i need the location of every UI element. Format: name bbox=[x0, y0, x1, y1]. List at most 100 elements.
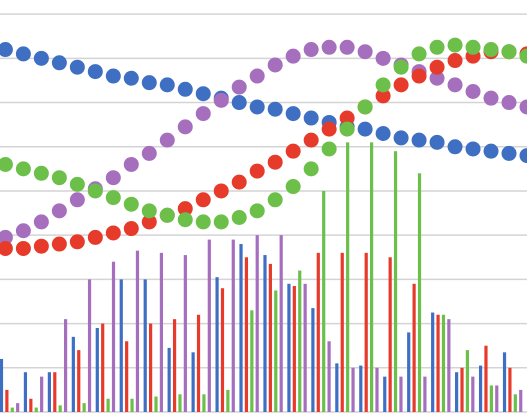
line-point bbox=[105, 170, 121, 186]
bar bbox=[215, 277, 219, 412]
bar bbox=[226, 389, 230, 412]
line-point bbox=[267, 154, 283, 170]
bar bbox=[101, 323, 105, 412]
bar bbox=[441, 314, 446, 412]
line-point bbox=[339, 39, 355, 55]
line-point bbox=[177, 119, 193, 135]
bar bbox=[82, 403, 86, 412]
line-point bbox=[105, 225, 121, 241]
bar bbox=[508, 367, 512, 412]
line-point bbox=[0, 156, 13, 172]
line-point bbox=[231, 174, 247, 190]
line-point bbox=[141, 145, 157, 161]
bar bbox=[417, 173, 422, 412]
bar bbox=[154, 396, 158, 412]
line-point bbox=[519, 148, 527, 164]
line-point bbox=[213, 92, 229, 108]
bar bbox=[298, 270, 302, 412]
bar bbox=[412, 283, 416, 412]
bar bbox=[53, 372, 57, 412]
bar bbox=[364, 252, 368, 412]
line-point bbox=[483, 42, 499, 58]
bar bbox=[95, 328, 99, 412]
line-point bbox=[51, 55, 67, 71]
bar bbox=[5, 389, 9, 412]
line-point bbox=[15, 161, 31, 177]
bar bbox=[346, 142, 350, 412]
line-point bbox=[321, 141, 337, 157]
line-point bbox=[357, 121, 373, 137]
line-point bbox=[393, 77, 409, 93]
line-point bbox=[465, 39, 481, 55]
line-point bbox=[429, 39, 445, 55]
line-point bbox=[519, 99, 527, 115]
bar bbox=[375, 367, 379, 412]
bar bbox=[311, 308, 315, 412]
bar bbox=[423, 376, 427, 412]
bar bbox=[393, 151, 398, 412]
line-point bbox=[339, 110, 355, 126]
line-point bbox=[321, 121, 337, 137]
bar bbox=[478, 365, 483, 412]
bar bbox=[231, 239, 235, 412]
line-point bbox=[285, 179, 301, 195]
line-point bbox=[51, 203, 67, 219]
bar bbox=[143, 279, 147, 412]
bar bbox=[202, 394, 206, 412]
line-point bbox=[357, 44, 373, 60]
bar bbox=[263, 255, 267, 412]
bar bbox=[502, 352, 507, 412]
line-point bbox=[375, 50, 391, 66]
bar bbox=[340, 252, 344, 412]
line-point bbox=[447, 77, 463, 93]
line-point bbox=[285, 48, 301, 64]
line-point bbox=[159, 77, 175, 93]
line-point bbox=[375, 77, 391, 93]
bar bbox=[149, 323, 153, 412]
line-point bbox=[501, 95, 517, 111]
bar bbox=[335, 363, 339, 412]
line-point bbox=[69, 176, 85, 192]
line-point bbox=[339, 121, 355, 137]
line-point bbox=[177, 212, 193, 228]
bar bbox=[316, 252, 320, 412]
bar bbox=[23, 372, 28, 412]
bar bbox=[40, 376, 44, 412]
line-point bbox=[519, 48, 527, 64]
bar bbox=[399, 376, 403, 412]
line-point bbox=[159, 207, 175, 223]
line-point bbox=[447, 53, 463, 69]
line-point bbox=[483, 143, 499, 159]
bar bbox=[196, 314, 201, 412]
line-point bbox=[249, 163, 265, 179]
line-point bbox=[429, 134, 445, 150]
line-point bbox=[465, 141, 481, 157]
line-point bbox=[51, 236, 67, 252]
line-point bbox=[429, 59, 445, 75]
bar bbox=[327, 341, 331, 412]
bar bbox=[47, 372, 51, 412]
line-point bbox=[159, 132, 175, 148]
bar bbox=[351, 367, 355, 412]
line-point bbox=[447, 139, 463, 155]
bar bbox=[455, 372, 459, 412]
bar bbox=[34, 407, 38, 412]
line-point bbox=[33, 238, 49, 254]
line-point bbox=[285, 106, 301, 122]
bar bbox=[77, 350, 81, 412]
line-point bbox=[267, 57, 283, 73]
line-point bbox=[249, 99, 265, 115]
line-point bbox=[411, 68, 427, 84]
line-point bbox=[0, 42, 13, 58]
line-point bbox=[393, 59, 409, 75]
bar bbox=[383, 376, 387, 412]
bar bbox=[303, 283, 307, 412]
bar bbox=[119, 279, 123, 412]
bar bbox=[244, 257, 249, 412]
line-point bbox=[303, 110, 319, 126]
line-point bbox=[177, 201, 193, 217]
line-point bbox=[123, 70, 139, 86]
line-point bbox=[123, 221, 139, 237]
bar bbox=[292, 286, 296, 412]
